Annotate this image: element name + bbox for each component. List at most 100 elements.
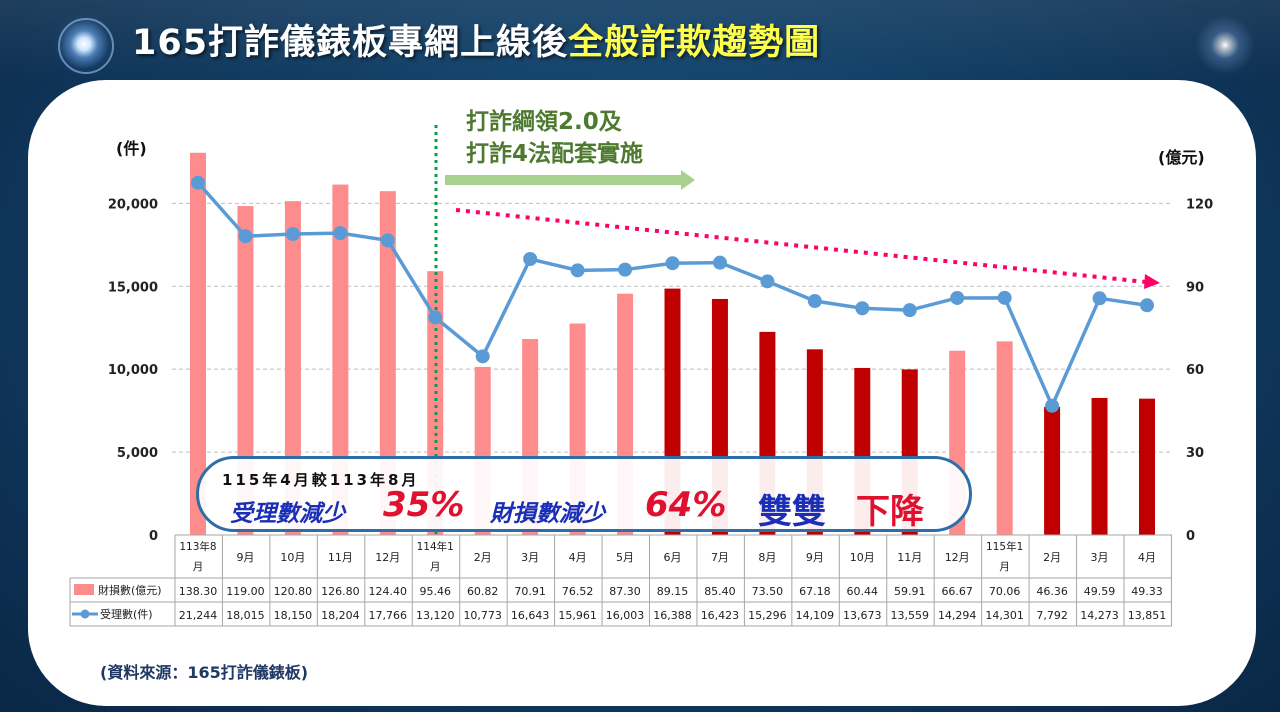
category-label: 5月 — [616, 551, 634, 564]
title-highlight: 全般詐欺趨勢圖 — [568, 23, 821, 63]
cases-value-cell: 18,150 — [274, 609, 313, 622]
category-label: 113年8 — [179, 540, 216, 553]
category-label: 4月 — [1138, 551, 1156, 564]
callout-both-label: 雙雙 — [758, 492, 826, 532]
loss-bar — [1091, 397, 1108, 535]
category-label: 月 — [193, 561, 204, 573]
light-flare-ring — [58, 18, 114, 74]
left-tick-label: 5,000 — [117, 446, 158, 461]
policy-annotation-line1: 打詐綱領2.0及 — [466, 109, 622, 135]
right-tick-label: 90 — [1186, 280, 1204, 295]
loss-value-cell: 59.91 — [894, 585, 926, 598]
category-label: 2月 — [474, 551, 492, 564]
legend-loss-label: 財損數(億元) — [98, 583, 162, 597]
right-tick-label: 30 — [1186, 446, 1204, 461]
callout-decline-label: 下降 — [856, 492, 924, 532]
cases-point — [475, 349, 490, 364]
cases-value-cell: 17,766 — [369, 609, 408, 622]
category-label: 3月 — [521, 551, 539, 564]
cases-value-cell: 13,851 — [1128, 609, 1167, 622]
cases-value-cell: 14,294 — [938, 609, 977, 622]
cases-point — [760, 274, 775, 289]
cases-value-cell: 10,773 — [463, 609, 502, 622]
left-tick-label: 10,000 — [108, 363, 158, 378]
loss-bar — [284, 201, 301, 535]
cases-point — [807, 294, 822, 309]
category-label: 2月 — [1043, 551, 1061, 564]
title-prefix: 165打詐儀錶板專網上線後 — [132, 23, 569, 63]
category-label: 10月 — [280, 551, 305, 564]
category-label: 12月 — [375, 551, 400, 564]
right-tick-label: 0 — [1186, 529, 1195, 544]
cases-value-cell: 18,204 — [321, 609, 360, 622]
category-label: 6月 — [664, 551, 682, 564]
left-tick-label: 15,000 — [108, 280, 158, 295]
loss-bar — [332, 184, 349, 536]
cases-point — [665, 256, 680, 271]
cases-point — [902, 303, 917, 318]
cases-point — [712, 255, 727, 270]
right-tick-label: 60 — [1186, 363, 1204, 378]
loss-value-cell: 76.52 — [562, 585, 594, 598]
loss-bar — [379, 191, 396, 535]
loss-value-cell: 46.36 — [1036, 585, 1068, 598]
category-label: 4月 — [569, 551, 587, 564]
cases-value-cell: 14,273 — [1080, 609, 1119, 622]
cases-point — [950, 290, 965, 305]
category-label: 3月 — [1091, 551, 1109, 564]
cases-point — [191, 175, 205, 190]
category-label: 11月 — [328, 551, 353, 564]
left-axis-unit: (件) — [116, 139, 147, 158]
cases-value-cell: 16,643 — [511, 609, 550, 622]
loss-value-cell: 60.44 — [847, 585, 879, 598]
cases-value-cell: 13,673 — [843, 609, 882, 622]
loss-bar — [1044, 406, 1061, 535]
category-label: 9月 — [236, 551, 254, 564]
cases-point — [333, 226, 348, 241]
callout-loss-label: 財損數減少 — [490, 501, 605, 527]
cases-point — [238, 229, 253, 244]
loss-value-cell: 67.18 — [799, 585, 831, 598]
category-label: 115年1 — [986, 540, 1023, 553]
page-title: 165打詐儀錶板專網上線後全般詐欺趨勢圖 — [132, 14, 820, 65]
cases-value-cell: 7,792 — [1036, 609, 1068, 622]
cases-point — [618, 262, 633, 277]
category-label: 9月 — [806, 551, 824, 564]
loss-value-cell: 120.80 — [274, 585, 313, 598]
category-label: 11月 — [897, 551, 922, 564]
callout-cases-value: 35% — [383, 485, 465, 525]
cases-value-cell: 16,388 — [653, 609, 692, 622]
cases-point — [1140, 298, 1154, 313]
cases-value-cell: 14,109 — [796, 609, 835, 622]
cases-value-cell: 16,423 — [701, 609, 740, 622]
left-tick-label: 0 — [149, 529, 158, 544]
loss-value-cell: 87.30 — [609, 585, 641, 598]
loss-bar — [190, 152, 206, 536]
legend-bar-swatch — [74, 584, 94, 595]
cases-value-cell: 21,244 — [179, 609, 218, 622]
category-label: 10月 — [850, 551, 875, 564]
loss-value-cell: 119.00 — [226, 585, 265, 598]
cases-value-cell: 13,120 — [416, 609, 455, 622]
cases-point — [285, 227, 300, 242]
cases-point — [1045, 398, 1060, 413]
loss-value-cell: 124.40 — [369, 585, 408, 598]
callout-cases-label: 受理數減少 — [230, 501, 345, 527]
callout-loss-value: 64% — [645, 485, 727, 525]
cases-point — [997, 290, 1012, 305]
policy-arrow-icon — [681, 170, 695, 190]
cases-point — [380, 233, 395, 248]
loss-value-cell: 73.50 — [752, 585, 784, 598]
policy-annotation: 打詐綱領2.0及 打詐4法配套實施 — [466, 106, 643, 170]
loss-value-cell: 89.15 — [657, 585, 689, 598]
cases-value-cell: 15,296 — [748, 609, 787, 622]
cases-value-cell: 14,301 — [985, 609, 1024, 622]
loss-value-cell: 66.67 — [941, 585, 973, 598]
loss-value-cell: 95.46 — [420, 585, 452, 598]
cases-point — [523, 252, 538, 267]
summary-callout — [196, 456, 972, 532]
loss-value-cell: 138.30 — [179, 585, 218, 598]
loss-value-cell: 70.91 — [514, 585, 546, 598]
star-sparkle-icon — [1190, 10, 1260, 80]
